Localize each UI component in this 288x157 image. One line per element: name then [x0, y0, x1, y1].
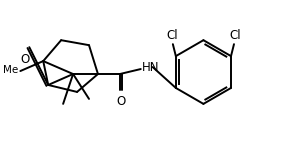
- Text: Cl: Cl: [229, 29, 241, 42]
- Text: O: O: [116, 95, 126, 108]
- Text: O: O: [21, 53, 30, 66]
- Text: Me: Me: [3, 65, 18, 75]
- Text: HN: HN: [142, 61, 159, 74]
- Text: Cl: Cl: [166, 29, 178, 42]
